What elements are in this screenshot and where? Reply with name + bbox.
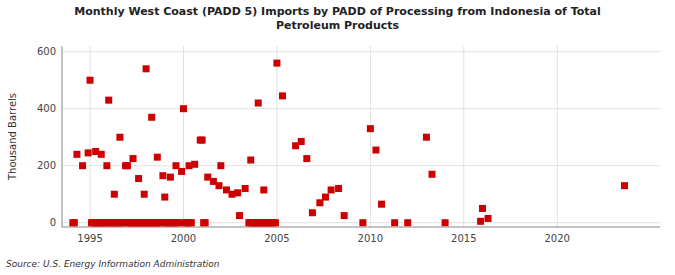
point [135,175,142,182]
point [143,65,150,72]
point [234,189,241,196]
point [621,182,628,189]
point [188,219,195,226]
point [423,134,430,141]
x-tick-label: 2020 [544,233,569,244]
x-tick-label: 2000 [171,233,196,244]
point [335,185,342,192]
point [167,174,174,181]
point [322,194,329,201]
x-grid-line [463,46,464,227]
point [103,162,110,169]
point [485,215,492,222]
x-grid-line [276,46,277,227]
point [130,155,137,162]
point [404,219,411,226]
y-grid-line [62,108,660,109]
x-tick-label: 2005 [264,233,289,244]
point [79,162,86,169]
point [161,194,168,201]
point [141,191,148,198]
point [178,168,185,175]
point [199,137,206,144]
y-axis-label: Thousand Barrels [7,93,18,181]
x-grid-line [183,46,184,227]
point [260,186,267,193]
point [359,219,366,226]
y-grid-line [62,51,660,52]
title: Monthly West Coast (PADD 5) Imports by P… [74,5,601,32]
point [273,60,280,67]
point [202,219,209,226]
grid [62,46,660,227]
y-tick-label: 0 [50,217,56,228]
annotation: Source: U.S. Energy Information Administ… [6,259,220,269]
point [303,155,310,162]
y-grid-line [62,165,660,166]
title-line: Monthly West Coast (PADD 5) Imports by P… [74,5,601,18]
point [180,105,187,112]
point [111,191,118,198]
point [479,205,486,212]
point [309,209,316,216]
y-tick-label: 600 [37,46,56,57]
y-tick-label: 400 [37,103,56,114]
x-grid-line [90,46,91,227]
ticks: 0 200 400 600 1995 2000 2005 2010 2015 2020 [37,46,570,244]
point [272,219,279,226]
x-grid-line [370,46,371,227]
point [367,125,374,132]
point [279,92,286,99]
point [154,154,161,161]
x-tick-label: 2010 [358,233,383,244]
x-axis-line [62,227,660,228]
chart-container: 0 200 400 600 1995 2000 2005 2010 2015 2020 Monthl… [0,0,675,275]
point [148,114,155,121]
chart: 0 200 400 600 1995 2000 2005 2010 2015 2020 Monthl… [0,0,675,275]
point [298,138,305,145]
point [85,149,92,156]
point [87,77,94,84]
point [378,201,385,208]
point [442,219,449,226]
point [372,147,379,154]
plot-background [62,46,660,227]
point [73,151,80,158]
point [124,162,131,169]
point [217,162,224,169]
point [391,219,398,226]
x-tick-label: 1995 [77,233,102,244]
point [341,212,348,219]
point [98,151,105,158]
point [71,219,78,226]
point [242,185,249,192]
point [328,186,335,193]
point [105,97,112,104]
point [236,212,243,219]
point [159,172,166,179]
y-tick-label: 200 [37,160,56,171]
x-tick-label: 2015 [451,233,476,244]
x-grid-line [557,46,558,227]
point [255,100,262,107]
point [247,157,254,164]
point [191,161,198,168]
points [69,60,628,227]
point [477,218,484,225]
point [175,219,182,226]
y-axis-line [62,46,63,227]
point [429,171,436,178]
title-line: Petroleum Products [276,19,400,32]
point [116,134,123,141]
point [215,182,222,189]
